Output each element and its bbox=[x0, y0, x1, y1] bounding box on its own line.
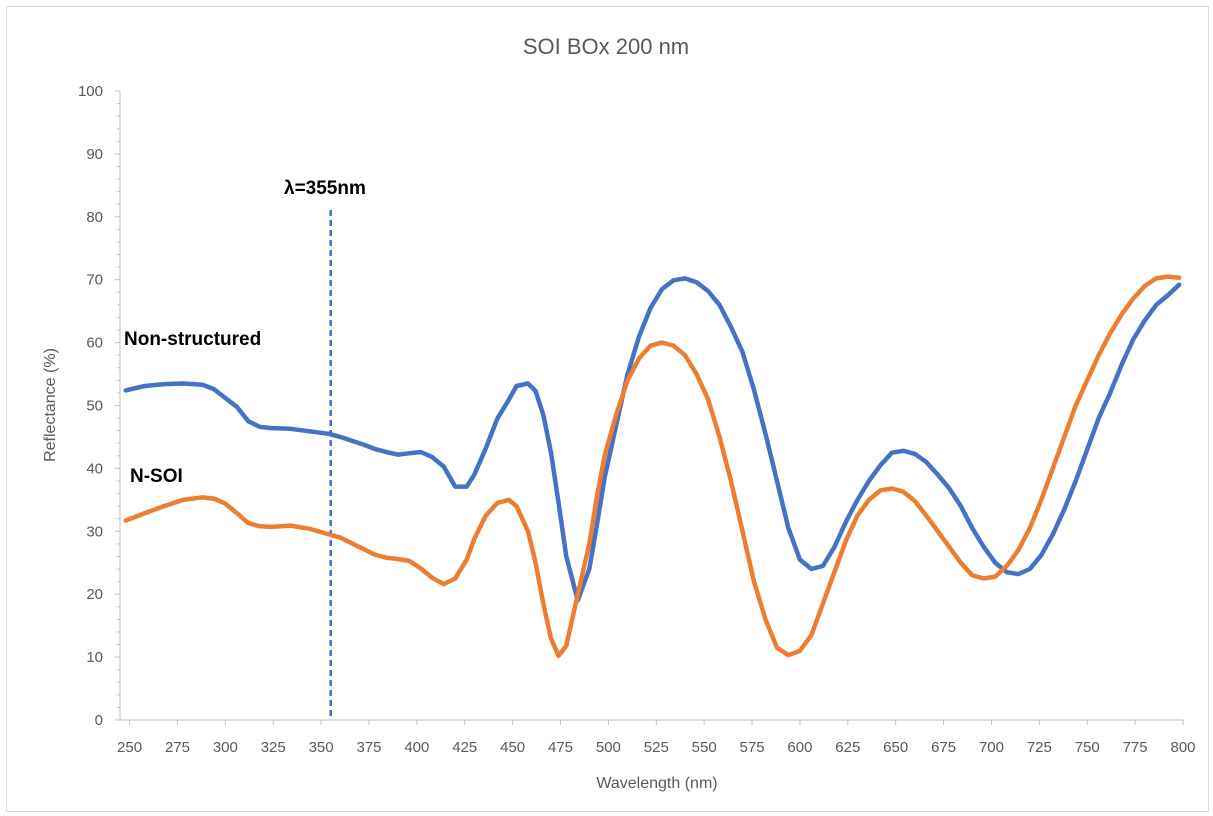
y-tick-label: 50 bbox=[86, 398, 103, 415]
y-tick-label: 70 bbox=[86, 272, 103, 289]
x-tick-label: 475 bbox=[548, 739, 573, 756]
y-tick-label: 90 bbox=[86, 146, 103, 163]
series-label-n-soi: N-SOI bbox=[130, 466, 183, 487]
x-tick-label: 575 bbox=[740, 739, 765, 756]
wavelength-marker-label: λ=355nm bbox=[284, 178, 366, 199]
x-axis-ticks: 250 275 300 325 350 375 400 425 450 475 500 525 550 5… bbox=[117, 720, 1196, 756]
y-axis-title: Reflectance (%) bbox=[42, 348, 59, 462]
x-axis-title: Wavelength (nm) bbox=[596, 775, 717, 792]
x-tick-label: 700 bbox=[979, 739, 1004, 756]
series-label-non-structured: Non-structured bbox=[124, 329, 261, 350]
y-axis-ticks: 0 10 20 30 40 50 60 70 80 90 100 bbox=[78, 83, 120, 729]
y-tick-label: 30 bbox=[86, 523, 103, 540]
x-tick-label: 275 bbox=[165, 739, 190, 756]
x-tick-label: 800 bbox=[1170, 739, 1195, 756]
x-tick-label: 300 bbox=[213, 739, 238, 756]
y-tick-label: 0 bbox=[95, 712, 103, 729]
x-tick-label: 650 bbox=[883, 739, 908, 756]
x-tick-label: 550 bbox=[692, 739, 717, 756]
x-tick-label: 425 bbox=[452, 739, 477, 756]
x-tick-label: 450 bbox=[500, 739, 525, 756]
y-tick-label: 60 bbox=[86, 335, 103, 352]
x-tick-label: 625 bbox=[835, 739, 860, 756]
x-tick-label: 725 bbox=[1027, 739, 1052, 756]
chart-title: SOI BOx 200 nm bbox=[523, 34, 689, 59]
x-tick-label: 400 bbox=[404, 739, 429, 756]
x-tick-label: 500 bbox=[596, 739, 621, 756]
x-tick-label: 325 bbox=[261, 739, 286, 756]
y-tick-label: 20 bbox=[86, 586, 103, 603]
x-tick-label: 750 bbox=[1075, 739, 1100, 756]
series-line-non-structured bbox=[123, 276, 1182, 603]
chart-frame bbox=[6, 6, 1209, 812]
x-tick-label: 375 bbox=[356, 739, 381, 756]
x-tick-label: 350 bbox=[309, 739, 334, 756]
x-tick-label: 250 bbox=[117, 739, 142, 756]
y-tick-label: 80 bbox=[86, 209, 103, 226]
series-line-n-soi bbox=[123, 274, 1182, 659]
y-tick-label: 40 bbox=[86, 460, 103, 477]
series-group bbox=[123, 274, 1182, 659]
x-tick-label: 525 bbox=[644, 739, 669, 756]
y-tick-label: 10 bbox=[86, 649, 103, 666]
x-tick-label: 675 bbox=[931, 739, 956, 756]
x-tick-label: 775 bbox=[1123, 739, 1148, 756]
y-tick-label: 100 bbox=[78, 83, 103, 100]
x-tick-label: 600 bbox=[787, 739, 812, 756]
